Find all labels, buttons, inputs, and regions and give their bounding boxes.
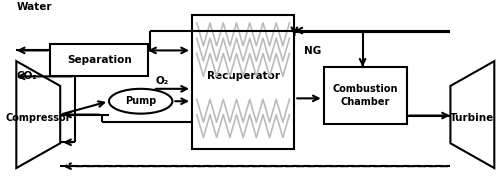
Text: CO₂: CO₂ (16, 71, 37, 81)
Polygon shape (16, 61, 60, 168)
Text: NG: NG (304, 46, 322, 56)
Circle shape (109, 89, 172, 114)
Text: Combustion
Chamber: Combustion Chamber (332, 84, 398, 107)
Bar (324, 67, 406, 124)
Text: Recuperator: Recuperator (206, 71, 280, 81)
Text: Compressor: Compressor (6, 113, 71, 123)
Text: O₂: O₂ (156, 76, 168, 86)
Text: Pump: Pump (125, 96, 156, 106)
Text: Water: Water (16, 2, 52, 12)
Text: Separation: Separation (67, 55, 132, 65)
Text: Turbine: Turbine (450, 113, 494, 123)
Bar (192, 15, 294, 149)
Bar (50, 44, 148, 76)
Polygon shape (450, 61, 494, 168)
